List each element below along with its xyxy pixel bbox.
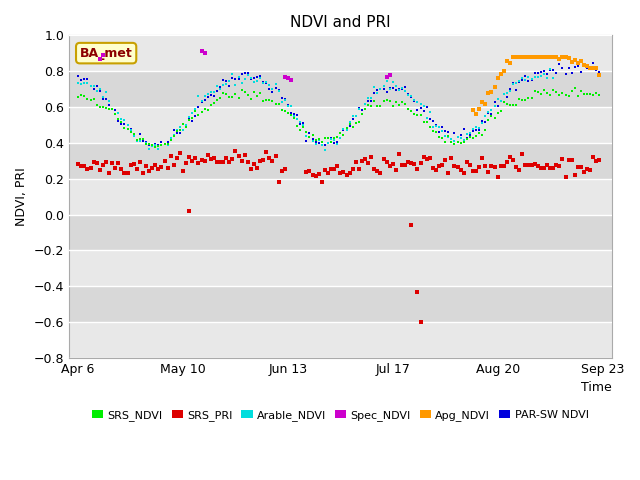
Bar — [69, 143, 612, 179]
Bar — [69, 71, 612, 107]
Bar — [69, 215, 612, 251]
Bar — [69, 107, 612, 143]
X-axis label: Time: Time — [581, 382, 612, 395]
Title: NDVI and PRI: NDVI and PRI — [290, 15, 390, 30]
Bar — [69, 286, 612, 322]
Y-axis label: NDVI, PRI: NDVI, PRI — [15, 168, 28, 226]
Bar — [69, 36, 612, 71]
Bar — [69, 179, 612, 215]
Bar — [69, 322, 612, 358]
Text: BA_met: BA_met — [80, 47, 132, 60]
Bar — [69, 251, 612, 286]
Legend: SRS_NDVI, SRS_PRI, Arable_NDVI, Spec_NDVI, Apg_NDVI, PAR-SW NDVI: SRS_NDVI, SRS_PRI, Arable_NDVI, Spec_NDV… — [88, 406, 593, 425]
